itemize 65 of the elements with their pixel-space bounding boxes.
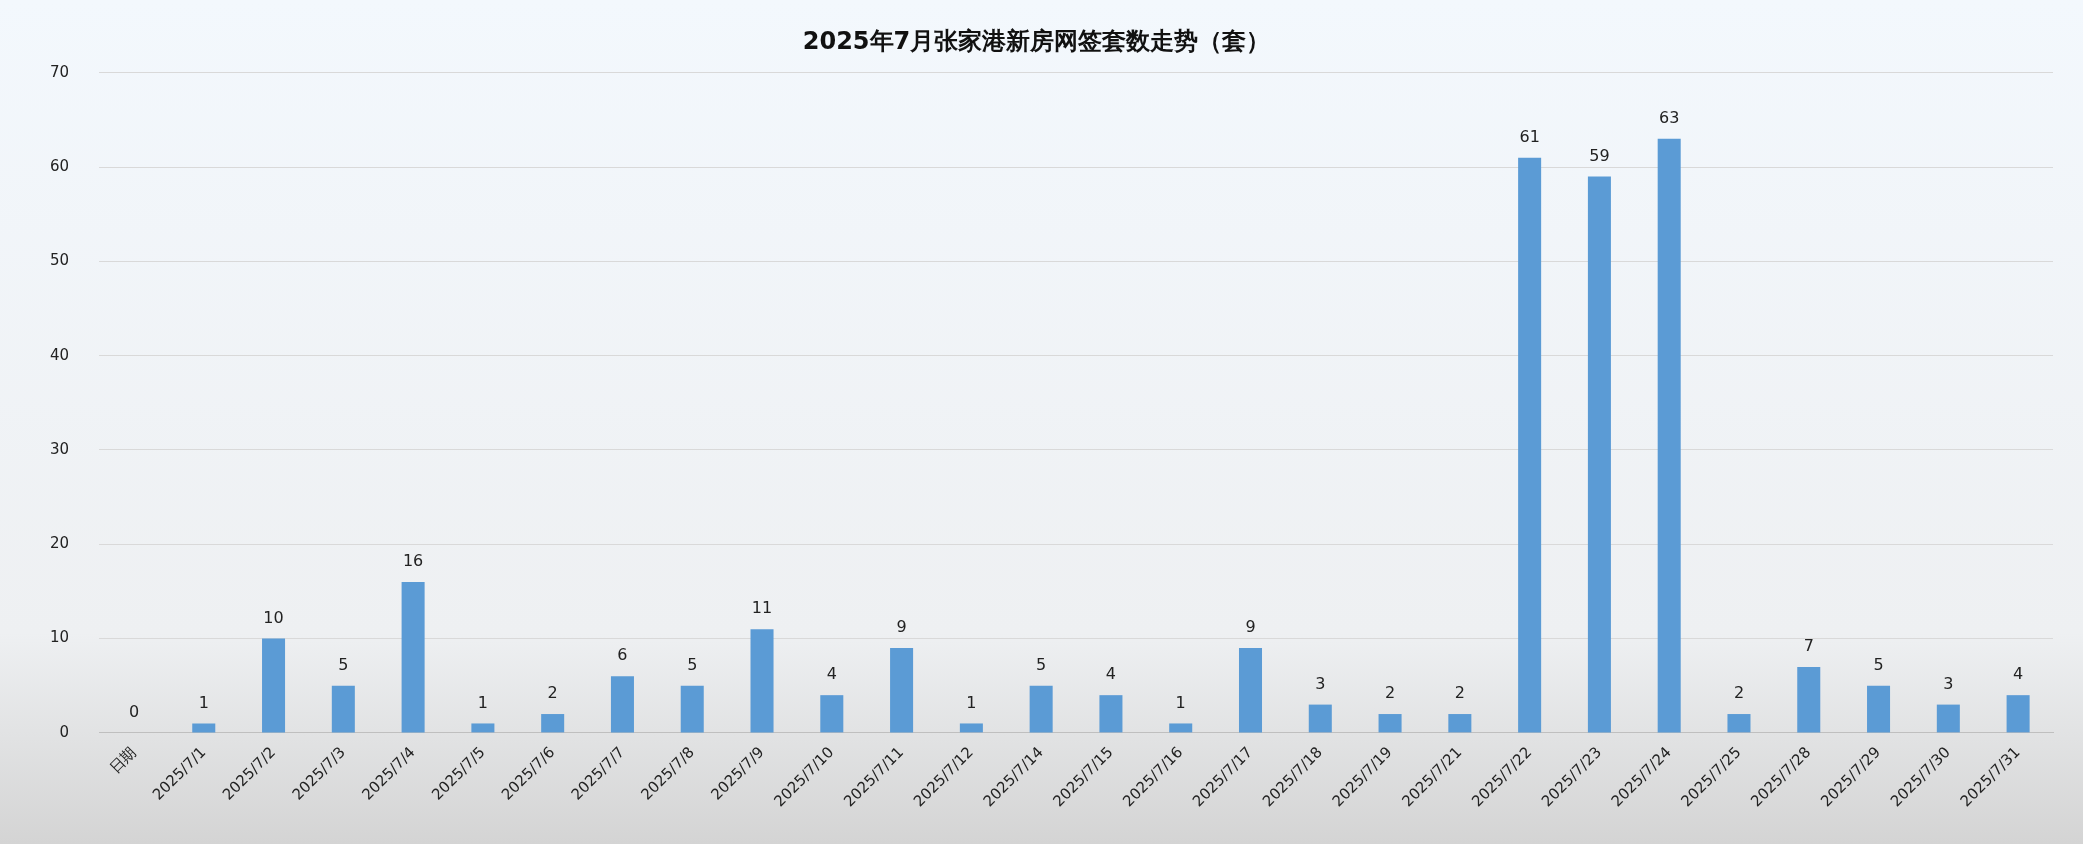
- bar: [1169, 723, 1193, 733]
- bar: [541, 714, 565, 733]
- data-label: 10: [263, 607, 284, 627]
- data-label: 6: [617, 645, 628, 665]
- y-tick-label: 20: [49, 534, 70, 553]
- data-label: 5: [338, 654, 349, 674]
- data-label: 9: [896, 617, 907, 637]
- bar: [1727, 714, 1751, 733]
- data-label: 61: [1519, 126, 1540, 146]
- data-label: 5: [1873, 654, 1884, 674]
- y-tick-label: 70: [49, 62, 70, 81]
- bar: [262, 638, 286, 733]
- data-label: 9: [1245, 617, 1256, 637]
- bar: [959, 723, 983, 733]
- data-label: 63: [1659, 107, 1680, 127]
- x-tick-label: 日期: [105, 743, 140, 778]
- data-label: 16: [402, 551, 424, 571]
- data-label: 3: [1315, 673, 1326, 693]
- data-label: 2: [1384, 683, 1396, 703]
- data-label: 4: [826, 664, 837, 684]
- data-label: 5: [687, 654, 698, 674]
- data-label: 4: [2013, 664, 2024, 684]
- data-label: 4: [1105, 664, 1117, 684]
- data-label: 2: [1454, 683, 1465, 703]
- bar: [471, 723, 495, 733]
- bar: [1308, 704, 1332, 733]
- data-label: 2: [1733, 683, 1745, 703]
- bar: [1099, 695, 1123, 733]
- bar: [1029, 685, 1053, 733]
- data-label: 0: [128, 702, 140, 722]
- bar: [1587, 176, 1611, 733]
- y-tick-label: 0: [59, 722, 70, 741]
- data-label: 1: [1175, 692, 1186, 712]
- bar: [1797, 666, 1821, 733]
- data-label: 2: [547, 683, 558, 703]
- data-label: 1: [198, 692, 209, 712]
- bar: [890, 648, 914, 733]
- bar: [1867, 685, 1891, 733]
- chart-title: 2025年7月张家港新房网签套数走势（套）: [802, 26, 1271, 55]
- y-tick-label: 30: [49, 439, 70, 458]
- data-label: 5: [1036, 654, 1047, 674]
- bar: [1657, 138, 1681, 733]
- data-label: 59: [1589, 145, 1610, 165]
- y-tick-label: 60: [49, 156, 70, 175]
- bar: [331, 685, 355, 733]
- bar: [2006, 695, 2030, 733]
- data-label: 1: [966, 692, 977, 712]
- y-tick-label: 40: [49, 345, 70, 364]
- bar: [1936, 704, 1960, 733]
- bar: [192, 723, 216, 733]
- bar: [1238, 648, 1263, 733]
- data-label: 3: [1943, 673, 1954, 693]
- bar: [1448, 714, 1472, 733]
- bar: [750, 629, 774, 733]
- bar: [1518, 157, 1542, 733]
- data-label: 7: [1803, 636, 1814, 656]
- bar: [820, 695, 844, 733]
- y-tick-label: 10: [49, 628, 70, 647]
- bar: [1378, 714, 1402, 733]
- y-tick-label: 50: [49, 251, 70, 270]
- data-label: 11: [751, 598, 773, 618]
- bar: [401, 582, 425, 733]
- bar: [610, 676, 634, 733]
- bar: [680, 685, 704, 733]
- data-label: 1: [477, 692, 488, 712]
